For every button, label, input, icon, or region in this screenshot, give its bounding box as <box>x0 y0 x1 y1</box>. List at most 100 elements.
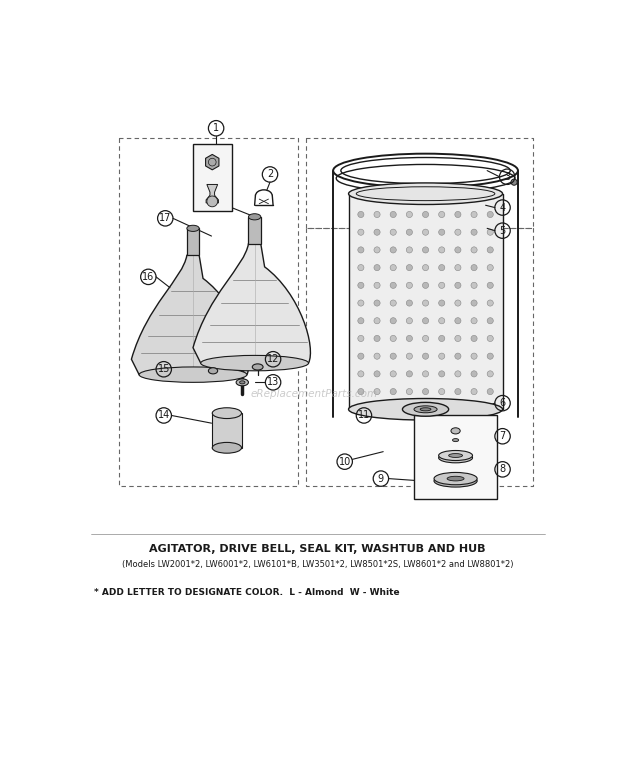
Circle shape <box>406 353 412 360</box>
Circle shape <box>406 264 412 271</box>
Text: 14: 14 <box>157 410 170 420</box>
Ellipse shape <box>414 406 437 413</box>
Ellipse shape <box>208 367 218 374</box>
Circle shape <box>471 246 477 253</box>
Circle shape <box>422 388 428 395</box>
Circle shape <box>455 335 461 342</box>
Circle shape <box>358 317 364 324</box>
Circle shape <box>438 388 445 395</box>
Ellipse shape <box>239 381 245 384</box>
Ellipse shape <box>451 427 460 434</box>
Circle shape <box>438 282 445 289</box>
Circle shape <box>374 353 380 360</box>
Circle shape <box>390 353 396 360</box>
Text: 2: 2 <box>267 169 273 179</box>
Polygon shape <box>348 193 503 410</box>
Circle shape <box>374 264 380 271</box>
Text: 5: 5 <box>500 225 506 236</box>
Circle shape <box>422 264 428 271</box>
Circle shape <box>487 264 494 271</box>
Circle shape <box>455 211 461 218</box>
Circle shape <box>471 211 477 218</box>
Ellipse shape <box>447 477 464 481</box>
Circle shape <box>438 300 445 306</box>
Circle shape <box>422 229 428 236</box>
Text: 13: 13 <box>267 378 279 388</box>
Text: 12: 12 <box>267 354 279 364</box>
Ellipse shape <box>252 363 263 370</box>
Ellipse shape <box>438 451 472 460</box>
Circle shape <box>471 300 477 306</box>
Circle shape <box>374 335 380 342</box>
Circle shape <box>455 300 461 306</box>
Circle shape <box>487 229 494 236</box>
Text: 8: 8 <box>500 464 506 474</box>
Circle shape <box>390 264 396 271</box>
Text: 11: 11 <box>358 410 370 420</box>
Circle shape <box>390 229 396 236</box>
Circle shape <box>390 211 396 218</box>
Text: 17: 17 <box>159 214 172 223</box>
Circle shape <box>487 246 494 253</box>
Circle shape <box>438 211 445 218</box>
Circle shape <box>455 353 461 360</box>
Ellipse shape <box>212 408 242 419</box>
Text: 3: 3 <box>504 172 510 182</box>
Circle shape <box>422 246 428 253</box>
Circle shape <box>471 335 477 342</box>
Circle shape <box>358 335 364 342</box>
Circle shape <box>438 335 445 342</box>
Circle shape <box>390 300 396 306</box>
Text: 4: 4 <box>500 203 506 213</box>
Circle shape <box>487 211 494 218</box>
Circle shape <box>422 353 428 360</box>
Circle shape <box>390 370 396 377</box>
Text: 6: 6 <box>500 398 506 408</box>
Circle shape <box>471 388 477 395</box>
Ellipse shape <box>249 214 261 220</box>
Circle shape <box>406 282 412 289</box>
Circle shape <box>374 282 380 289</box>
Circle shape <box>487 300 494 306</box>
Ellipse shape <box>434 473 477 484</box>
Circle shape <box>406 211 412 218</box>
Circle shape <box>455 388 461 395</box>
Circle shape <box>374 246 380 253</box>
Circle shape <box>358 300 364 306</box>
Circle shape <box>438 370 445 377</box>
Circle shape <box>358 211 364 218</box>
Circle shape <box>422 370 428 377</box>
Circle shape <box>358 353 364 360</box>
Circle shape <box>471 353 477 360</box>
Circle shape <box>374 370 380 377</box>
Ellipse shape <box>434 475 477 487</box>
Circle shape <box>422 300 428 306</box>
Circle shape <box>374 317 380 324</box>
Circle shape <box>438 317 445 324</box>
Circle shape <box>422 282 428 289</box>
Circle shape <box>422 317 428 324</box>
Text: 15: 15 <box>157 364 170 374</box>
Circle shape <box>406 317 412 324</box>
Ellipse shape <box>201 356 309 370</box>
Circle shape <box>438 229 445 236</box>
Circle shape <box>406 388 412 395</box>
Circle shape <box>487 282 494 289</box>
Ellipse shape <box>212 442 242 453</box>
Circle shape <box>358 388 364 395</box>
Text: eReplacementParts.com: eReplacementParts.com <box>250 389 378 399</box>
Circle shape <box>487 353 494 360</box>
Circle shape <box>390 388 396 395</box>
Polygon shape <box>206 184 218 203</box>
Circle shape <box>374 388 380 395</box>
Circle shape <box>471 264 477 271</box>
FancyBboxPatch shape <box>193 144 231 211</box>
Circle shape <box>406 300 412 306</box>
Circle shape <box>471 229 477 236</box>
Circle shape <box>455 317 461 324</box>
Bar <box>249 217 261 244</box>
Circle shape <box>487 335 494 342</box>
Circle shape <box>487 388 494 395</box>
Text: 1: 1 <box>213 123 219 133</box>
Circle shape <box>422 211 428 218</box>
